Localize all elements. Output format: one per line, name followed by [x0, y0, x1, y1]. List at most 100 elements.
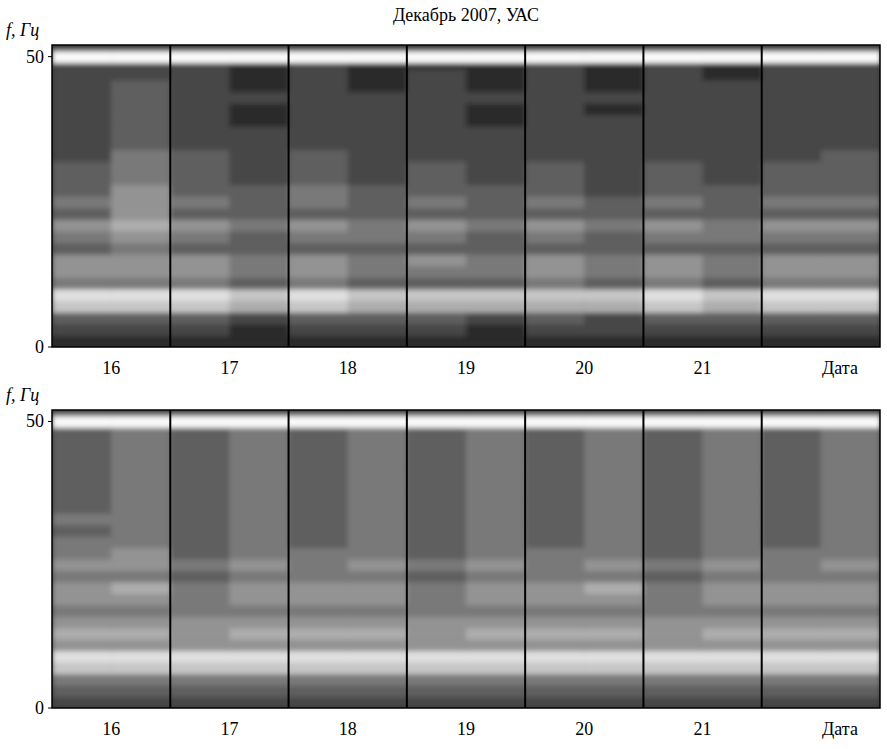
heat-cell: [584, 62, 644, 68]
heat-cell: [52, 416, 112, 428]
heat-cell: [703, 312, 763, 324]
heat-cell: [407, 490, 467, 502]
heat-cell: [703, 324, 763, 336]
heat-cell: [289, 536, 349, 548]
heat-cell: [407, 593, 467, 605]
heat-cell: [289, 150, 349, 162]
heat-cell: [466, 173, 526, 185]
heat-cell: [52, 254, 112, 266]
heat-cell: [52, 126, 112, 138]
heat-cell: [407, 416, 467, 428]
heat-cell: [821, 628, 880, 640]
heat-cell: [821, 697, 880, 708]
heat-cell: [643, 685, 703, 697]
heat-cell: [584, 103, 644, 115]
heat-cell: [229, 150, 289, 162]
heat-cell: [703, 51, 763, 63]
heat-cell: [643, 277, 703, 289]
heat-cell: [289, 467, 349, 479]
heat-cell: [111, 301, 171, 313]
heat-cell: [229, 138, 289, 150]
heat-cell: [52, 51, 112, 63]
heat-cell: [762, 150, 822, 162]
heat-cell: [643, 697, 703, 708]
heat-cell: [111, 266, 171, 278]
heat-cell: [52, 433, 112, 445]
heat-cell: [466, 593, 526, 605]
x-tick-label: 21: [694, 358, 712, 378]
heat-cell: [584, 616, 644, 628]
heat-cell: [584, 208, 644, 220]
heat-cell: [289, 161, 349, 173]
heat-cell: [466, 570, 526, 582]
heat-cell: [52, 324, 112, 336]
heat-cell: [170, 697, 230, 708]
heat-cell: [407, 68, 467, 80]
heat-cell: [643, 150, 703, 162]
heat-cell: [111, 289, 171, 301]
heat-cell: [289, 277, 349, 289]
heat-cell: [289, 196, 349, 208]
heat-cell: [466, 674, 526, 686]
heat-cell: [821, 62, 880, 68]
heat-cell: [348, 697, 408, 708]
heat-cell: [703, 138, 763, 150]
heat-cell: [111, 697, 171, 708]
heat-cell: [52, 467, 112, 479]
heat-cell: [348, 559, 408, 571]
heat-cell: [111, 582, 171, 594]
heat-cell: [111, 219, 171, 231]
heat-cell: [348, 289, 408, 301]
y-tick: [48, 347, 52, 348]
heat-cell: [289, 231, 349, 243]
heat-cell: [703, 685, 763, 697]
heat-cell: [111, 150, 171, 162]
heat-cell: [407, 662, 467, 674]
heat-cell: [525, 68, 585, 80]
heat-cell: [170, 208, 230, 220]
heat-cell: [229, 266, 289, 278]
heat-cell: [821, 651, 880, 663]
heat-cell: [584, 126, 644, 138]
heat-cell: [525, 277, 585, 289]
heat-cell: [289, 490, 349, 502]
heat-cell: [466, 62, 526, 68]
heat-cell: [407, 219, 467, 231]
heat-cell: [466, 582, 526, 594]
heat-cell: [52, 490, 112, 502]
heat-cell: [762, 662, 822, 674]
heat-cell: [111, 513, 171, 525]
heat-cell: [643, 51, 703, 63]
heat-cell: [466, 231, 526, 243]
heat-cell: [703, 184, 763, 196]
heat-cell: [348, 196, 408, 208]
heat-cell: [821, 605, 880, 617]
heat-cell: [466, 616, 526, 628]
heat-cell: [466, 433, 526, 445]
heat-cell: [466, 51, 526, 63]
heat-cell: [821, 219, 880, 231]
heat-cell: [821, 242, 880, 254]
heat-cell: [111, 91, 171, 103]
heat-cell: [289, 697, 349, 708]
heat-cell: [762, 513, 822, 525]
heat-cell: [348, 593, 408, 605]
heat-cell: [289, 208, 349, 220]
heat-cell: [525, 628, 585, 640]
heat-cell: [348, 490, 408, 502]
heat-cell: [170, 410, 230, 416]
heat-cell: [348, 674, 408, 686]
heat-cell: [821, 138, 880, 150]
heat-cell: [643, 242, 703, 254]
heat-cell: [584, 433, 644, 445]
heat-cell: [643, 115, 703, 127]
day-line: [288, 45, 290, 347]
heat-cell: [289, 628, 349, 640]
heat-cell: [821, 416, 880, 428]
heat-cell: [348, 80, 408, 92]
heat-cell: [52, 45, 112, 51]
heat-cell: [407, 582, 467, 594]
heat-cell: [703, 150, 763, 162]
heat-cell: [229, 444, 289, 456]
heat-cell: [170, 62, 230, 68]
